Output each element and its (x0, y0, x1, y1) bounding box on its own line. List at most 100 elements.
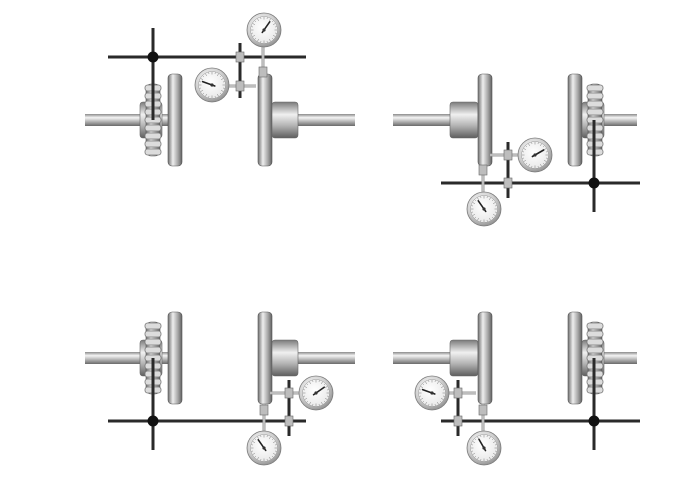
gauge-tick (477, 456, 479, 460)
gauge-tick (254, 438, 257, 441)
gauge-tick (425, 381, 427, 385)
gauge-tick (205, 93, 207, 97)
gauge-tick (491, 438, 494, 441)
gauge-tick (271, 20, 274, 23)
rod-clamp (453, 387, 463, 399)
gauge-tick (439, 383, 442, 386)
gauge-tick (309, 401, 311, 405)
gauge-tick (420, 386, 424, 388)
gauge-tick (540, 163, 542, 167)
flange (477, 73, 493, 167)
gauge-tick (543, 148, 547, 150)
gauge-tick (254, 37, 257, 40)
rod-clamp (284, 387, 294, 399)
chain-link (144, 124, 162, 132)
dial-indicator-gauge (246, 12, 282, 48)
gauge-tick (272, 35, 276, 37)
dial-indicator-gauge (194, 67, 230, 103)
fixture-clamp-node (588, 177, 600, 189)
chain-link (586, 338, 604, 346)
gauge-tick (217, 93, 219, 97)
gauge-pivot (482, 446, 486, 450)
rod-clamp (235, 51, 245, 63)
gauge-tick (489, 197, 491, 201)
gauge-tick (271, 455, 274, 458)
chain-link (144, 338, 162, 346)
gauge-tick (202, 92, 205, 95)
gauge-tick (540, 143, 542, 147)
gauge-tick (492, 202, 496, 204)
chain-link (144, 322, 162, 330)
rod-clamp (478, 404, 488, 416)
chain-link (586, 100, 604, 108)
dial-indicator-gauge (466, 191, 502, 227)
gauge-tick (440, 398, 444, 400)
chain-link (144, 330, 162, 338)
chain-link (144, 132, 162, 140)
gauge-tick (542, 162, 545, 165)
coupling-hub (449, 339, 479, 377)
gauge-tick (252, 23, 256, 25)
gauge-tick (257, 18, 259, 22)
gauge-tick (271, 37, 274, 40)
gauge-tick (269, 18, 271, 22)
gauge-tick (474, 216, 477, 219)
gauge-tick (219, 92, 222, 95)
gauge-tick (523, 148, 527, 150)
fixture-clamp-node (147, 51, 159, 63)
chain-link (586, 322, 604, 330)
gauge-tick (269, 436, 271, 440)
gauge-tick (272, 441, 276, 443)
gauge-tick (254, 455, 257, 458)
gauge-tick (220, 90, 224, 92)
gauge-tick (437, 401, 439, 405)
flange (477, 311, 493, 405)
chain-link (586, 84, 604, 92)
gauge-tick (269, 456, 271, 460)
chain-link (586, 346, 604, 354)
dial-indicator-gauge (517, 137, 553, 173)
rod-clamp (235, 80, 245, 92)
gauge-tick (219, 75, 222, 78)
gauge-tick (492, 214, 496, 216)
gauge-tick (200, 90, 204, 92)
gauge-tick (272, 453, 276, 455)
rod-clamp (258, 66, 268, 78)
gauge-tick (422, 400, 425, 403)
chain-link (144, 140, 162, 148)
dial-indicator-gauge (298, 375, 334, 411)
gauge-tick (220, 78, 224, 80)
gauge-tick (306, 383, 309, 386)
gauge-tick (477, 436, 479, 440)
dial-indicator-gauge (246, 430, 282, 466)
gauge-pivot (210, 83, 214, 87)
rod-clamp (259, 404, 269, 416)
gauge-tick (474, 455, 477, 458)
gauge-tick (489, 456, 491, 460)
dial-indicator-gauge (466, 430, 502, 466)
chain-link (144, 346, 162, 354)
gauge-tick (439, 400, 442, 403)
gauge-tick (321, 381, 323, 385)
gauge-tick (472, 453, 476, 455)
gauge-tick (323, 383, 326, 386)
gauge-tick (254, 20, 257, 23)
gauge-pivot (314, 391, 318, 395)
gauge-pivot (262, 28, 266, 32)
gauge-tick (304, 386, 308, 388)
flange (567, 311, 583, 405)
gauge-tick (491, 455, 494, 458)
chain-link (586, 330, 604, 338)
assembly-top-right (393, 73, 640, 227)
gauge-tick (525, 162, 528, 165)
gauge-tick (324, 386, 328, 388)
flange (257, 311, 273, 405)
gauge-tick (528, 163, 530, 167)
gauge-pivot (533, 153, 537, 157)
gauge-tick (205, 73, 207, 77)
gauge-tick (477, 217, 479, 221)
gauge-tick (491, 199, 494, 202)
rod-clamp (503, 177, 513, 189)
gauge-tick (304, 398, 308, 400)
